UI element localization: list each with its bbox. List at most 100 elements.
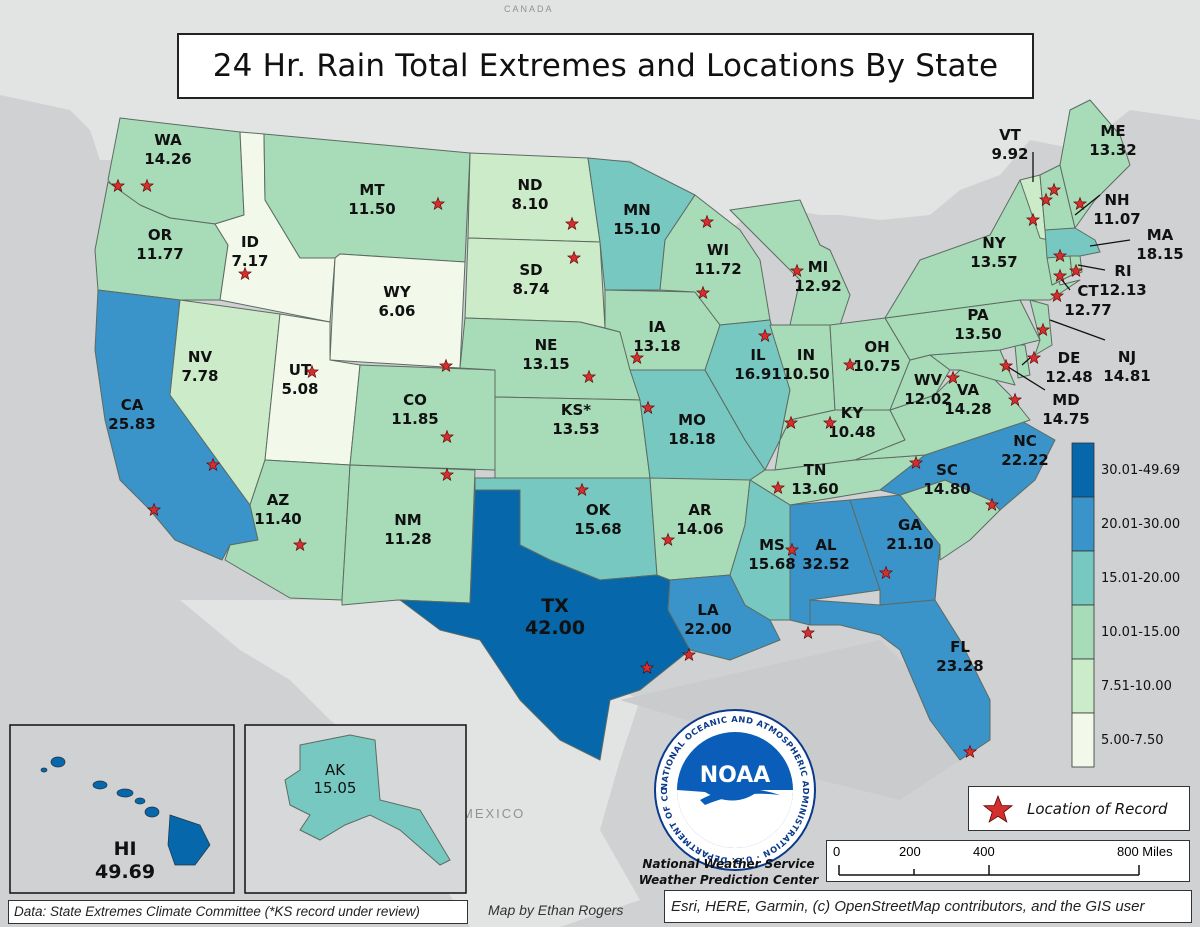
record-star-21 bbox=[789, 263, 805, 278]
state-value-NV: 7.78 bbox=[181, 367, 218, 385]
state-value-ND: 8.10 bbox=[511, 195, 548, 213]
state-label-NY: NY bbox=[982, 234, 1007, 252]
record-star-7 bbox=[304, 364, 320, 379]
state-value-OH: 10.75 bbox=[853, 357, 900, 375]
legend-swatch-2 bbox=[1071, 550, 1095, 606]
state-label-MO: MO bbox=[678, 411, 706, 429]
record-star-9 bbox=[205, 457, 221, 472]
state-value-LA: 22.00 bbox=[684, 620, 731, 638]
record-star-39 bbox=[1072, 196, 1088, 211]
legend-label-3: 10.01-15.00 bbox=[1101, 625, 1180, 640]
record-star-31 bbox=[639, 660, 655, 675]
state-label-MD: MD bbox=[1052, 391, 1079, 409]
state-value-VA: 14.28 bbox=[944, 400, 991, 418]
state-label-WA: WA bbox=[154, 131, 182, 149]
state-label-NC: NC bbox=[1013, 432, 1037, 450]
record-star-4 bbox=[564, 216, 580, 231]
record-star-10 bbox=[146, 502, 162, 517]
hawaii-inset bbox=[9, 724, 235, 894]
choropleth-legend: 30.01-49.69 20.01-30.00 15.01-20.00 10.01-1… bbox=[1071, 442, 1180, 768]
state-label-WI: WI bbox=[707, 241, 729, 259]
state-value-UT: 5.08 bbox=[281, 380, 318, 398]
author-credit: Map by Ethan Rogers bbox=[488, 902, 624, 918]
state-label-OH: OH bbox=[864, 338, 889, 356]
state-label-NJ: NJ bbox=[1118, 348, 1136, 366]
state-label-VT: VT bbox=[999, 126, 1022, 144]
state-label-MI: MI bbox=[808, 258, 829, 276]
state-label-VA: VA bbox=[957, 381, 980, 399]
state-value-KY: 10.48 bbox=[828, 423, 875, 441]
state-value-SD: 8.74 bbox=[512, 280, 549, 298]
record-star-27 bbox=[784, 542, 800, 557]
record-star-8 bbox=[439, 429, 455, 444]
state-value-FL: 23.28 bbox=[936, 657, 983, 675]
state-value-CO: 11.85 bbox=[391, 410, 438, 428]
scale-bar: 0 200 400 800 Miles bbox=[826, 840, 1190, 882]
hawaii-label: HI bbox=[113, 838, 137, 860]
legend-swatch-5 bbox=[1071, 712, 1095, 768]
record-star-24 bbox=[783, 415, 799, 430]
state-value-TX: 42.00 bbox=[525, 617, 585, 639]
basemap-credit: Esri, HERE, Garmin, (c) OpenStreetMap co… bbox=[664, 890, 1192, 923]
alaska-value: 15.05 bbox=[314, 779, 357, 797]
scale-tick-400: 400 bbox=[973, 844, 995, 859]
record-star-42 bbox=[1052, 268, 1068, 283]
record-star-40 bbox=[1052, 248, 1068, 263]
state-value-NC: 22.22 bbox=[1001, 451, 1048, 469]
state-label-WY: WY bbox=[383, 283, 412, 301]
record-star-44 bbox=[1035, 322, 1051, 337]
state-label-TX: TX bbox=[541, 595, 569, 617]
state-label-AR: AR bbox=[688, 501, 712, 519]
record-stars bbox=[50, 178, 1088, 835]
legend-label-2: 15.01-20.00 bbox=[1101, 571, 1180, 586]
record-star-12 bbox=[439, 467, 455, 482]
legend-label-4: 7.51-10.00 bbox=[1101, 679, 1172, 694]
state-value-OR: 11.77 bbox=[136, 245, 183, 263]
record-star-3 bbox=[430, 196, 446, 211]
state-value-MN: 15.10 bbox=[613, 220, 660, 238]
state-label-RI: RI bbox=[1114, 262, 1131, 280]
state-value-CA: 25.83 bbox=[108, 415, 155, 433]
state-label-KS: KS* bbox=[561, 401, 591, 419]
state-label-OK: OK bbox=[586, 501, 612, 519]
hawaii-label-block: HI 49.69 bbox=[95, 838, 155, 884]
state-label-NM: NM bbox=[394, 511, 421, 529]
state-label-CO: CO bbox=[403, 391, 427, 409]
state-label-PA: PA bbox=[967, 306, 989, 324]
state-label-IL: IL bbox=[750, 346, 766, 364]
state-value-KS: 13.53 bbox=[552, 420, 599, 438]
state-value-GA: 21.10 bbox=[886, 535, 933, 553]
record-star-26 bbox=[908, 455, 924, 470]
state-value-MO: 18.18 bbox=[668, 430, 715, 448]
state-value-IN: 10.50 bbox=[782, 365, 829, 383]
record-star-1 bbox=[139, 178, 155, 193]
state-label-NV: NV bbox=[188, 348, 213, 366]
noaa-logo-text: NOAA bbox=[700, 763, 771, 788]
state-WY bbox=[329, 253, 466, 369]
state-label-UT: UT bbox=[289, 361, 312, 379]
record-star-29 bbox=[800, 625, 816, 640]
state-value-WV: 12.02 bbox=[904, 390, 951, 408]
record-star-28 bbox=[878, 565, 894, 580]
record-star-36 bbox=[1025, 212, 1041, 227]
state-label-DE: DE bbox=[1058, 349, 1081, 367]
record-star-34 bbox=[945, 370, 961, 385]
record-star-23 bbox=[822, 415, 838, 430]
state-value-DE: 12.48 bbox=[1045, 368, 1092, 386]
alaska-label: AK bbox=[325, 761, 346, 779]
marker-legend: Location of Record bbox=[968, 786, 1190, 831]
legend-label-0: 30.01-49.69 bbox=[1101, 463, 1180, 478]
state-label-IN: IN bbox=[797, 346, 815, 364]
record-star-15 bbox=[640, 400, 656, 415]
state-value-NE: 13.15 bbox=[522, 355, 569, 373]
record-star-16 bbox=[574, 482, 590, 497]
state-value-VT: 9.92 bbox=[991, 145, 1028, 163]
state-value-NY: 13.57 bbox=[970, 253, 1017, 271]
state-value-AZ: 11.40 bbox=[254, 510, 301, 528]
state-label-WV: WV bbox=[914, 371, 943, 389]
state-value-RI: 12.13 bbox=[1099, 281, 1146, 299]
state-label-AZ: AZ bbox=[267, 491, 290, 509]
record-star-14 bbox=[629, 350, 645, 365]
state-value-NH: 11.07 bbox=[1093, 210, 1140, 228]
